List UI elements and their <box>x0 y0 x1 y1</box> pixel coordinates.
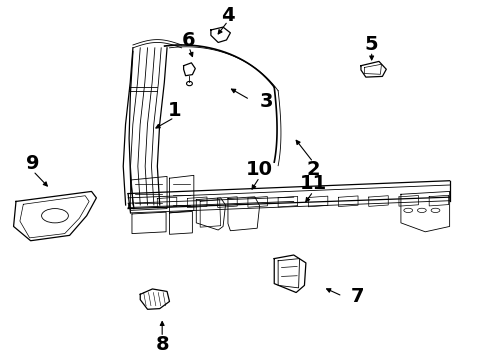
Text: 5: 5 <box>365 35 378 54</box>
Text: 10: 10 <box>246 160 273 179</box>
Text: 7: 7 <box>350 287 364 306</box>
Text: 8: 8 <box>155 335 169 354</box>
Text: 4: 4 <box>221 6 235 25</box>
Text: 6: 6 <box>182 31 196 50</box>
Text: 11: 11 <box>299 174 327 193</box>
Text: 9: 9 <box>26 154 40 174</box>
Text: 2: 2 <box>306 160 320 179</box>
Text: 1: 1 <box>168 101 181 120</box>
Text: 3: 3 <box>260 92 274 111</box>
